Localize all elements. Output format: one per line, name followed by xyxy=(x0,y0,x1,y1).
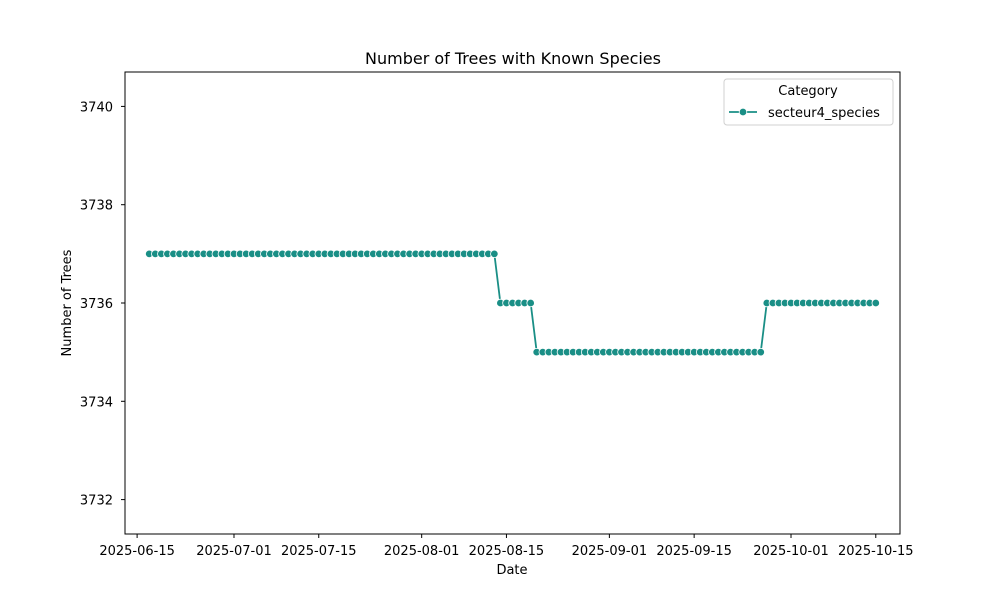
x-tick-label: 2025-09-15 xyxy=(656,544,732,559)
x-tick-label: 2025-07-15 xyxy=(281,544,357,559)
series-layer xyxy=(145,249,880,357)
y-axis-label: Number of Trees xyxy=(60,249,75,356)
legend-marker-swatch xyxy=(738,107,748,117)
x-tick-label: 2025-07-01 xyxy=(196,544,272,559)
legend-box xyxy=(723,78,894,126)
plot-area: 3732 3734 3736 3738 3740 2025-06-15 2025-07-0… xyxy=(80,71,914,559)
y-tick-label: 3734 xyxy=(80,395,113,410)
legend-title: Category xyxy=(778,84,838,99)
x-axis-label: Date xyxy=(496,563,527,578)
y-tick-label: 3738 xyxy=(80,199,113,214)
y-tick-label: 3740 xyxy=(80,100,113,115)
x-tick-label: 2025-08-01 xyxy=(384,544,460,559)
data-point xyxy=(490,249,499,259)
y-tick-label: 3732 xyxy=(80,494,113,509)
y-tick-label: 3736 xyxy=(80,297,113,312)
legend-entry-label: secteur4_species xyxy=(768,106,880,121)
data-point xyxy=(756,347,765,357)
x-tick-label: 2025-08-15 xyxy=(469,544,545,559)
x-tick-label: 2025-06-15 xyxy=(99,544,175,559)
legend: Category secteur4_species xyxy=(723,78,894,126)
y-axis: 3732 3734 3736 3738 3740 xyxy=(80,100,125,509)
data-point xyxy=(871,298,880,308)
data-point xyxy=(526,298,535,308)
x-tick-label: 2025-10-01 xyxy=(753,544,829,559)
x-tick-label: 2025-10-15 xyxy=(838,544,914,559)
x-axis: 2025-06-15 2025-07-01 2025-07-15 2025-08-01… xyxy=(99,534,914,559)
chart-title: Number of Trees with Known Species xyxy=(365,49,661,68)
x-tick-label: 2025-09-01 xyxy=(572,544,648,559)
